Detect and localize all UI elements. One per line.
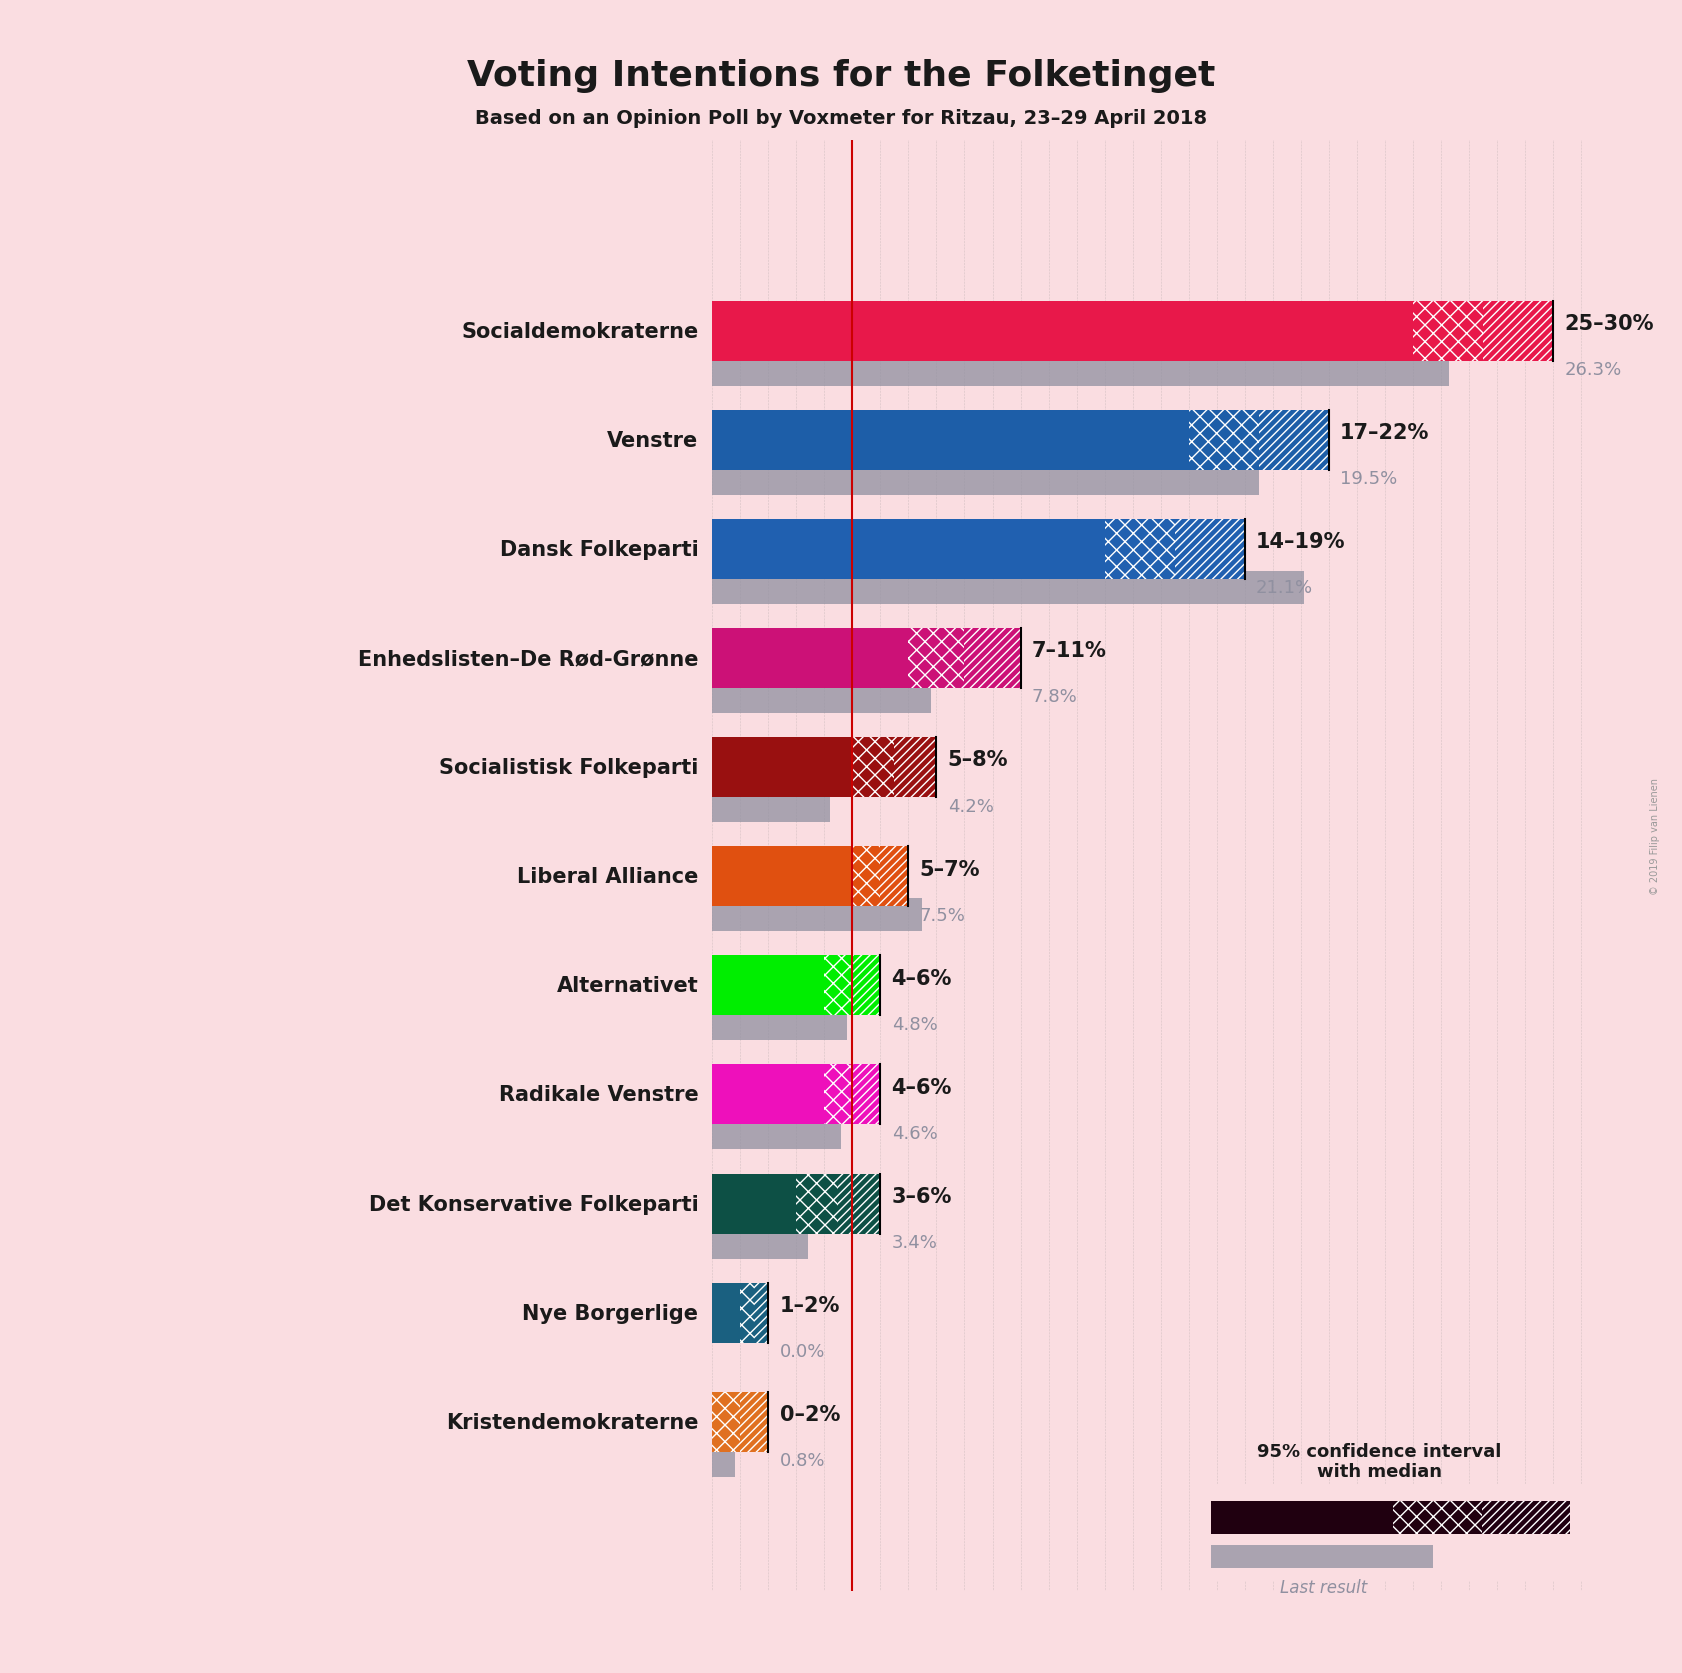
Bar — [711, 572, 1304, 604]
Bar — [853, 738, 895, 798]
Text: 25–30%: 25–30% — [1564, 315, 1653, 333]
Bar — [1393, 1501, 1482, 1534]
Text: Liberal Alliance: Liberal Alliance — [516, 867, 698, 887]
Text: 21.1%: 21.1% — [1256, 579, 1314, 597]
Bar — [824, 1064, 853, 1124]
Bar — [824, 955, 853, 1016]
Bar — [711, 1007, 846, 1041]
Bar — [796, 1174, 838, 1235]
Text: 0–2%: 0–2% — [779, 1404, 839, 1424]
Bar — [740, 1283, 754, 1343]
Bar — [711, 1283, 740, 1343]
Text: Venstre: Venstre — [607, 430, 698, 450]
Bar — [711, 790, 829, 823]
Text: 3–6%: 3–6% — [891, 1186, 952, 1206]
Text: 1–2%: 1–2% — [779, 1295, 839, 1315]
Bar — [895, 738, 937, 798]
Bar — [711, 1226, 807, 1258]
Text: Nye Borgerlige: Nye Borgerlige — [521, 1303, 698, 1323]
Bar — [711, 847, 853, 907]
Bar — [1211, 1546, 1433, 1568]
Bar — [853, 847, 880, 907]
Bar — [711, 1064, 824, 1124]
Bar — [711, 353, 1450, 386]
Text: 19.5%: 19.5% — [1341, 470, 1398, 489]
Bar — [1484, 301, 1552, 361]
Bar — [711, 301, 1413, 361]
Bar — [1174, 520, 1245, 579]
Text: Socialistisk Folkeparti: Socialistisk Folkeparti — [439, 758, 698, 778]
Text: 4–6%: 4–6% — [891, 1077, 952, 1097]
Text: 7–11%: 7–11% — [1031, 641, 1107, 661]
Bar — [754, 1283, 769, 1343]
Text: 26.3%: 26.3% — [1564, 361, 1621, 378]
Text: 14–19%: 14–19% — [1256, 532, 1346, 552]
Text: Det Konservative Folkeparti: Det Konservative Folkeparti — [368, 1195, 698, 1215]
Bar — [711, 410, 1189, 470]
Bar — [711, 629, 908, 689]
Text: Last result: Last result — [1280, 1578, 1367, 1596]
Bar — [1189, 410, 1258, 470]
Text: 5–8%: 5–8% — [947, 750, 1008, 770]
Bar — [838, 1174, 880, 1235]
Text: Socialdemokraterne: Socialdemokraterne — [461, 321, 698, 341]
Bar — [964, 629, 1021, 689]
Bar — [1413, 301, 1484, 361]
Text: 17–22%: 17–22% — [1341, 423, 1430, 443]
Text: Voting Intentions for the Folketinget: Voting Intentions for the Folketinget — [468, 59, 1214, 92]
Text: Radikale Venstre: Radikale Venstre — [498, 1084, 698, 1104]
Text: 4–6%: 4–6% — [891, 969, 952, 989]
Bar — [711, 462, 1258, 495]
Bar — [711, 1444, 735, 1477]
Bar — [711, 1392, 740, 1452]
Bar — [711, 681, 930, 713]
Text: 7.8%: 7.8% — [1031, 688, 1078, 706]
Bar — [711, 520, 1105, 579]
Bar — [880, 847, 908, 907]
Bar — [740, 1392, 769, 1452]
Text: 3.4%: 3.4% — [891, 1233, 937, 1251]
Text: 4.8%: 4.8% — [891, 1016, 937, 1034]
Bar — [908, 629, 964, 689]
Bar — [1258, 410, 1329, 470]
Text: Kristendemokraterne: Kristendemokraterne — [446, 1412, 698, 1432]
Bar — [1211, 1501, 1393, 1534]
Text: Dansk Folkeparti: Dansk Folkeparti — [500, 539, 698, 559]
Bar — [711, 738, 853, 798]
Bar — [711, 1118, 841, 1149]
Text: 95% confidence interval
with median: 95% confidence interval with median — [1256, 1442, 1502, 1481]
Text: 7.5%: 7.5% — [920, 907, 965, 923]
Text: 0.0%: 0.0% — [779, 1342, 824, 1360]
Text: Based on an Opinion Poll by Voxmeter for Ritzau, 23–29 April 2018: Based on an Opinion Poll by Voxmeter for… — [474, 109, 1208, 127]
Text: 0.8%: 0.8% — [779, 1452, 826, 1469]
Bar — [711, 898, 922, 932]
Bar — [853, 955, 880, 1016]
Text: Alternativet: Alternativet — [557, 975, 698, 995]
Bar — [853, 1064, 880, 1124]
Text: © 2019 Filip van Lienen: © 2019 Filip van Lienen — [1650, 778, 1660, 895]
Text: Enhedslisten–De Rød-Grønne: Enhedslisten–De Rød-Grønne — [358, 649, 698, 669]
Text: 4.2%: 4.2% — [947, 796, 994, 815]
Bar — [1105, 520, 1174, 579]
Text: 4.6%: 4.6% — [891, 1124, 937, 1143]
Bar — [711, 955, 824, 1016]
Bar — [711, 1174, 796, 1235]
Bar — [1482, 1501, 1571, 1534]
Text: 5–7%: 5–7% — [920, 858, 981, 878]
